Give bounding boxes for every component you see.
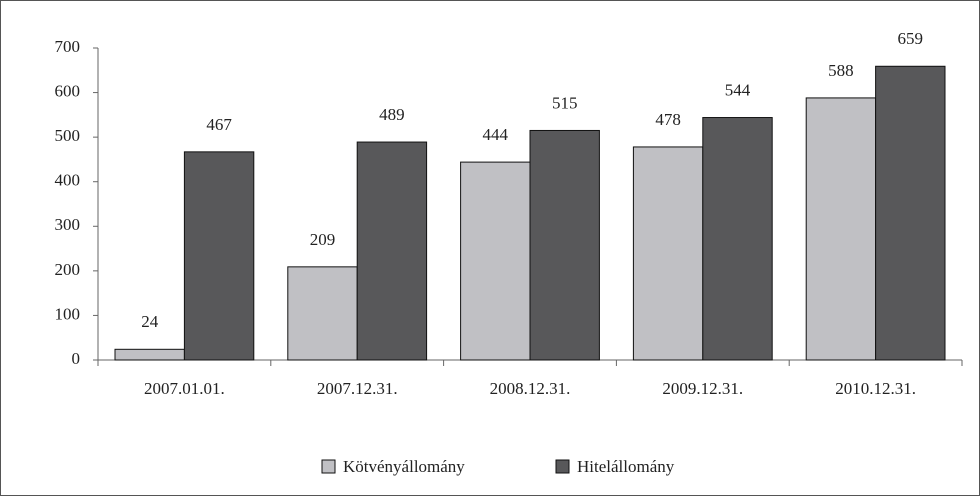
y-tick-label: 400 xyxy=(55,171,81,190)
legend-label: Kötvényállomány xyxy=(343,457,465,476)
bar xyxy=(529,129,600,361)
x-tick-label: 2010.12.31. xyxy=(835,379,916,398)
data-label: 659 xyxy=(898,29,924,48)
x-tick-label: 2009.12.31. xyxy=(662,379,743,398)
legend-swatch xyxy=(555,459,570,474)
data-label: 444 xyxy=(483,125,509,144)
bar xyxy=(183,151,255,361)
bar xyxy=(875,65,946,361)
y-tick-label: 500 xyxy=(55,126,81,145)
data-label: 478 xyxy=(655,110,681,129)
y-tick-label: 700 xyxy=(55,37,81,56)
bar xyxy=(460,161,531,361)
bar xyxy=(114,348,185,361)
bar xyxy=(632,146,704,361)
bar xyxy=(356,141,428,361)
data-label: 24 xyxy=(141,312,159,331)
legend-swatch xyxy=(321,459,336,474)
data-label: 544 xyxy=(725,80,751,99)
bar xyxy=(287,266,358,361)
bar xyxy=(702,117,773,361)
bar xyxy=(805,97,877,361)
x-tick-label: 2007.01.01. xyxy=(144,379,225,398)
data-label: 467 xyxy=(206,115,232,134)
x-tick-label: 2008.12.31. xyxy=(490,379,571,398)
y-tick-label: 200 xyxy=(55,260,81,279)
data-label: 515 xyxy=(552,93,578,112)
data-label: 588 xyxy=(828,61,854,80)
data-label: 489 xyxy=(379,105,405,124)
y-tick-label: 100 xyxy=(55,304,81,323)
legend-label: Hitelállomány xyxy=(577,457,675,476)
y-tick-label: 300 xyxy=(55,215,81,234)
data-label: 209 xyxy=(310,230,336,249)
y-tick-label: 0 xyxy=(72,349,81,368)
x-tick-label: 2007.12.31. xyxy=(317,379,398,398)
y-tick-label: 600 xyxy=(55,81,81,100)
